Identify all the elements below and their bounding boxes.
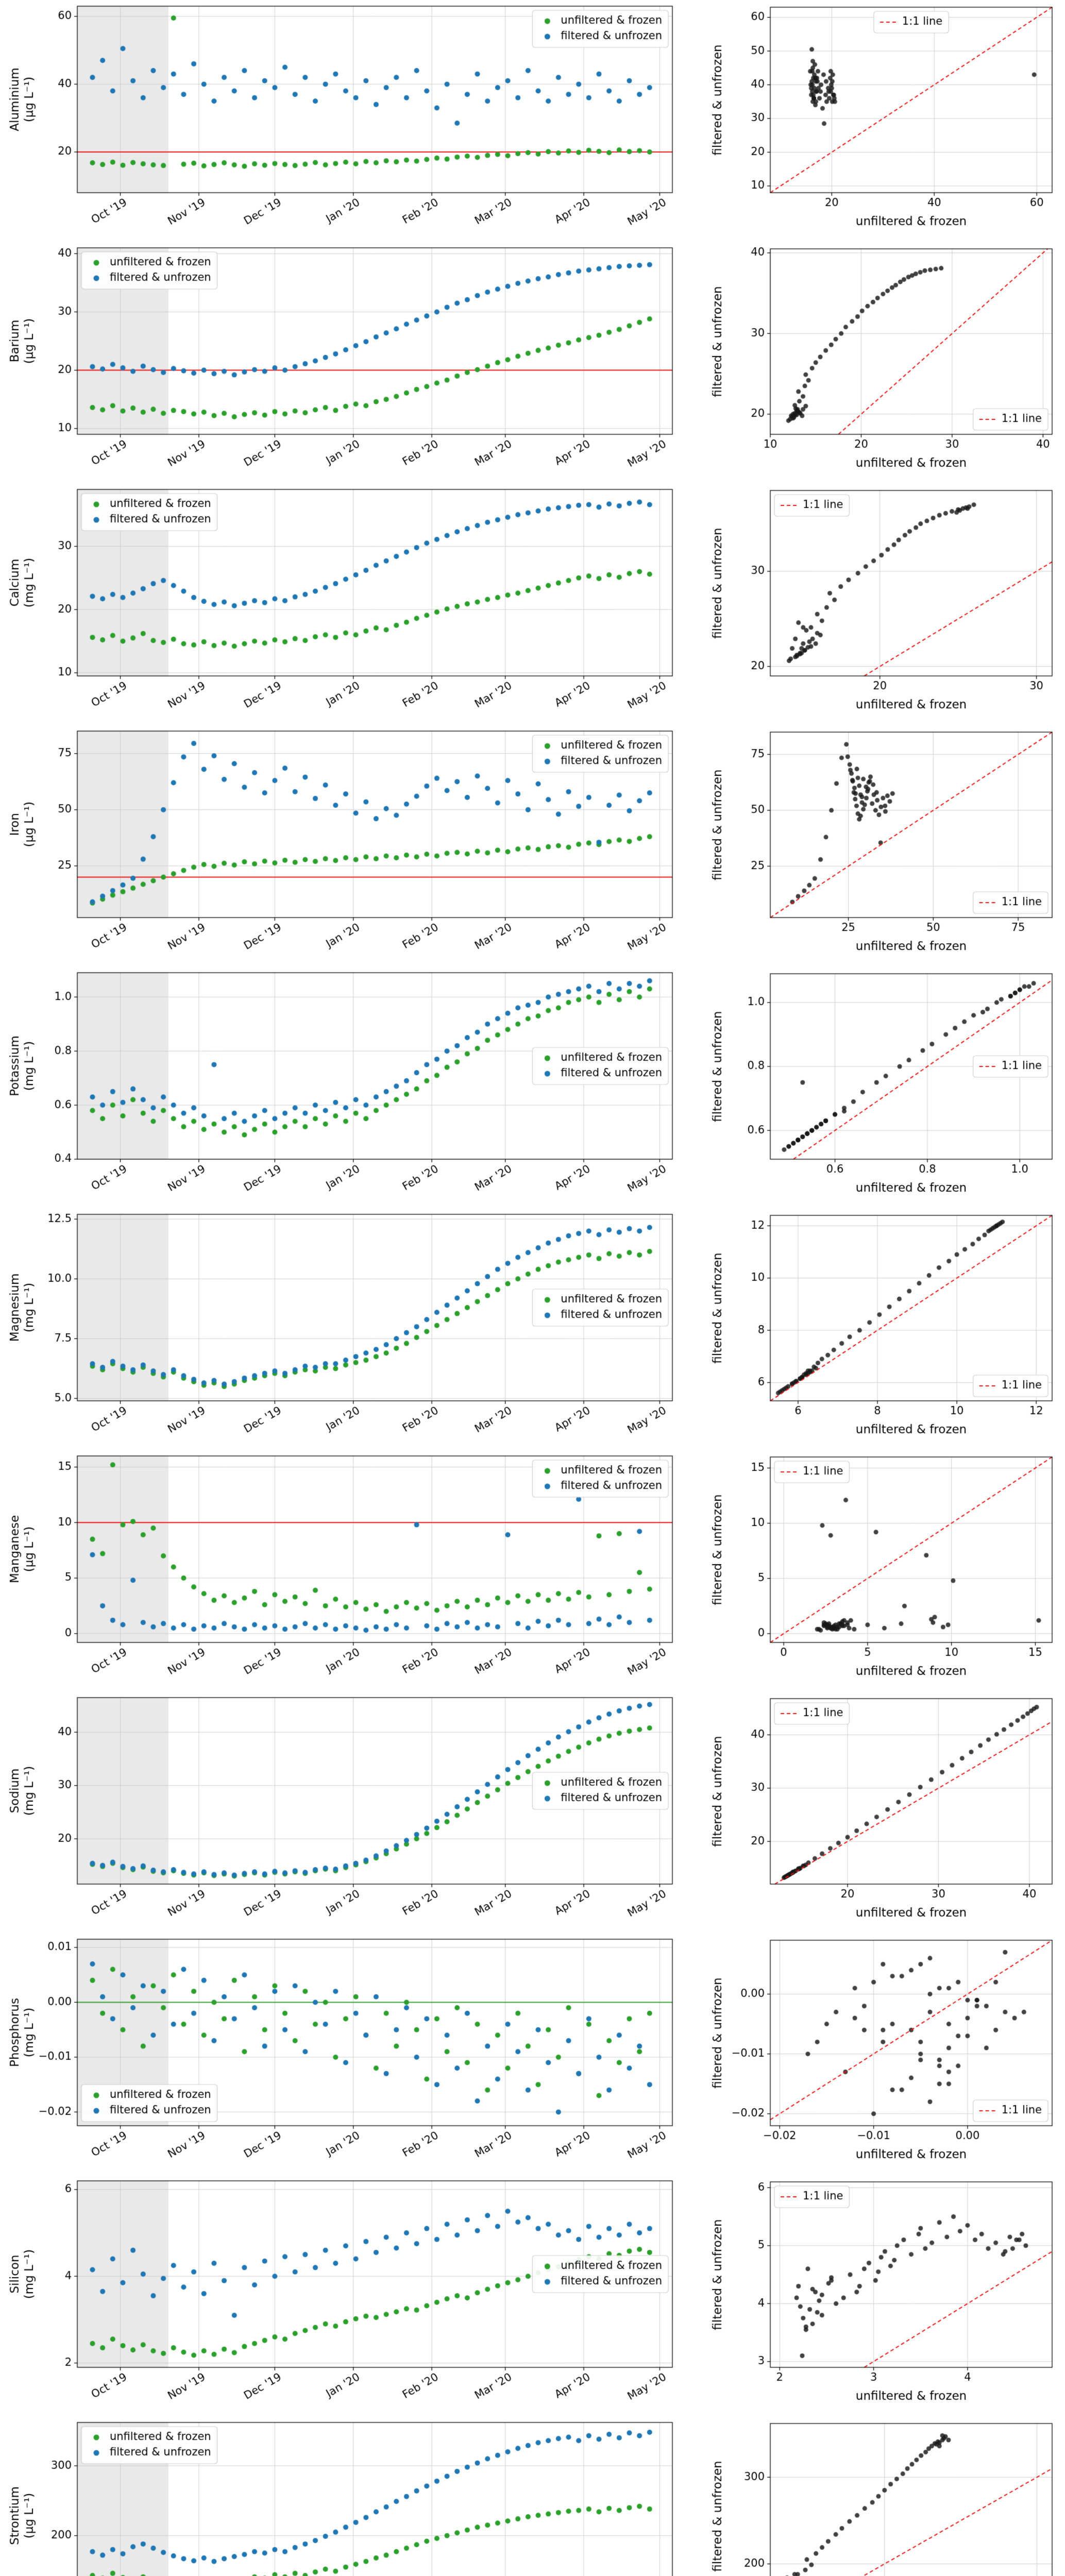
manganese-row: [0, 1450, 1065, 1691]
sodium-scatter-chart: [701, 1691, 1065, 1933]
phosphorus-scatter-chart: [701, 1933, 1065, 2175]
magnesium-timeseries-chart: [0, 1208, 701, 1450]
aluminium-timeseries-chart: [0, 0, 701, 242]
iron-scatter-chart: [701, 725, 1065, 967]
silicon-timeseries-chart: [0, 2175, 701, 2416]
magnesium-scatter-chart: [701, 1208, 1065, 1450]
strontium-scatter-chart: [701, 2416, 1065, 2576]
manganese-scatter-chart: [701, 1450, 1065, 1691]
calcium-row: [0, 483, 1065, 725]
potassium-row: [0, 967, 1065, 1208]
manganese-timeseries-chart: [0, 1450, 701, 1691]
magnesium-row: [0, 1208, 1065, 1450]
sodium-timeseries-chart: [0, 1691, 701, 1933]
barium-timeseries-chart: [0, 242, 701, 483]
sodium-row: [0, 1691, 1065, 1933]
potassium-scatter-chart: [701, 967, 1065, 1208]
barium-row: [0, 242, 1065, 483]
aluminium-scatter-chart: [701, 0, 1065, 242]
aluminium-row: [0, 0, 1065, 242]
calcium-timeseries-chart: [0, 483, 701, 725]
calcium-scatter-chart: [701, 483, 1065, 725]
potassium-timeseries-chart: [0, 967, 701, 1208]
phosphorus-row: [0, 1933, 1065, 2175]
strontium-row: [0, 2416, 1065, 2576]
phosphorus-timeseries-chart: [0, 1933, 701, 2175]
iron-row: [0, 725, 1065, 967]
barium-scatter-chart: [701, 242, 1065, 483]
strontium-timeseries-chart: [0, 2416, 701, 2576]
silicon-row: [0, 2175, 1065, 2416]
silicon-scatter-chart: [701, 2175, 1065, 2416]
iron-timeseries-chart: [0, 725, 701, 967]
